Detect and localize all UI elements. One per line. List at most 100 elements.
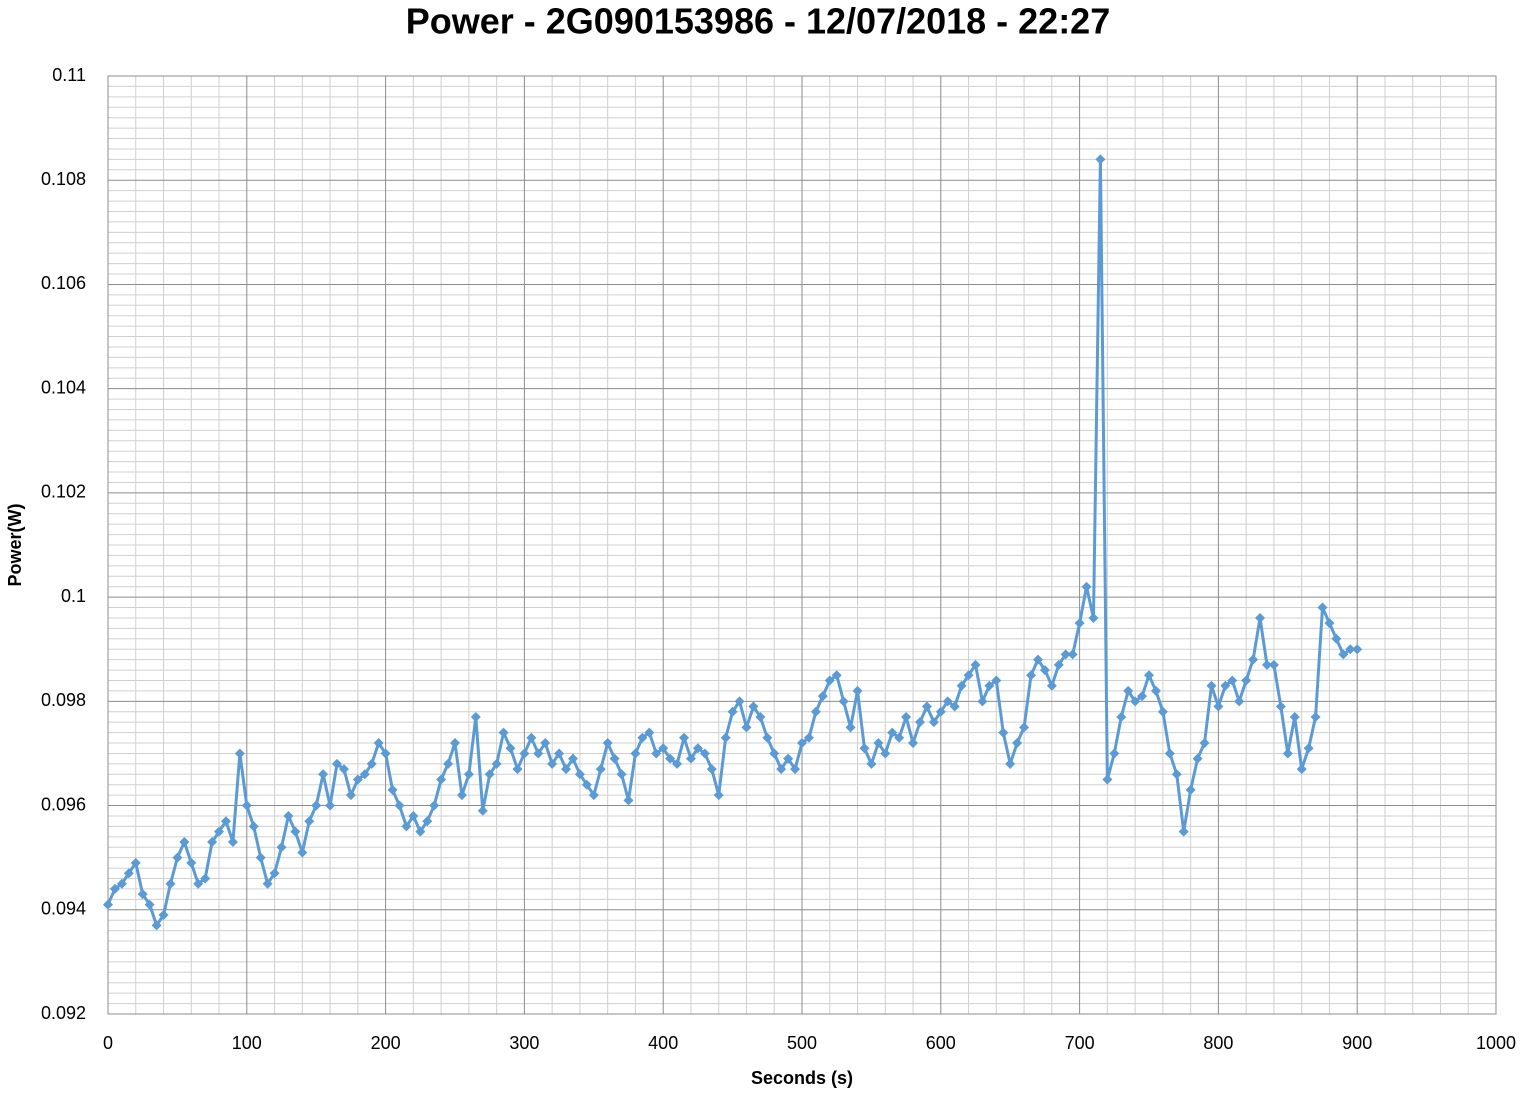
data-point <box>679 732 690 743</box>
data-point <box>699 748 710 759</box>
data-point <box>450 738 460 749</box>
data-point <box>220 816 231 827</box>
data-point <box>144 899 155 910</box>
data-point <box>276 842 287 853</box>
x-tick-label: 800 <box>1203 1033 1233 1053</box>
x-tick-label: 100 <box>232 1033 262 1053</box>
data-point <box>498 727 509 738</box>
data-point <box>172 852 183 863</box>
data-point <box>1039 665 1050 676</box>
data-point <box>234 748 245 759</box>
data-point <box>387 784 398 795</box>
data-point <box>1081 581 1092 592</box>
data-point <box>207 837 218 848</box>
data-point <box>318 769 329 780</box>
data-point <box>456 790 467 801</box>
data-point <box>269 868 280 879</box>
data-point <box>1150 685 1161 696</box>
data-point <box>484 769 495 780</box>
data-point <box>214 826 225 837</box>
data-point <box>991 675 1002 686</box>
data-point <box>790 764 801 775</box>
data-point <box>942 696 953 707</box>
x-tick-label: 1000 <box>1476 1033 1516 1053</box>
data-point <box>762 732 773 743</box>
data-point <box>311 800 322 811</box>
data-point <box>859 743 870 754</box>
data-point <box>1275 701 1286 712</box>
data-point <box>817 691 828 702</box>
data-point <box>325 800 336 811</box>
data-point <box>1137 691 1148 702</box>
data-point <box>380 748 391 759</box>
data-point <box>366 758 377 769</box>
data-point <box>595 764 606 775</box>
data-point <box>1268 659 1279 670</box>
data-point <box>797 738 807 749</box>
data-point <box>949 701 960 712</box>
data-point <box>901 711 912 722</box>
data-point <box>637 732 648 743</box>
data-point <box>692 743 703 754</box>
data-point <box>672 758 683 769</box>
data-point <box>873 738 884 749</box>
data-point <box>1234 696 1245 707</box>
data-point <box>1199 738 1210 749</box>
data-point <box>845 722 856 733</box>
data-point <box>574 769 585 780</box>
data-point <box>866 758 877 769</box>
y-tick-label: 0.104 <box>41 377 86 397</box>
x-axis-title: Seconds (s) <box>751 1068 853 1088</box>
data-point <box>1060 649 1071 660</box>
data-point <box>561 764 572 775</box>
data-point <box>630 748 641 759</box>
data-point <box>248 821 259 832</box>
data-point <box>567 753 578 764</box>
y-tick-label: 0.098 <box>41 690 86 710</box>
data-point <box>1206 680 1217 691</box>
data-point <box>921 701 932 712</box>
data-point <box>408 810 419 821</box>
data-point <box>338 764 349 775</box>
data-point <box>1303 743 1314 754</box>
x-tick-label: 400 <box>648 1033 678 1053</box>
data-point <box>1241 675 1252 686</box>
data-point <box>463 769 474 780</box>
data-point <box>887 727 898 738</box>
y-tick-label: 0.094 <box>41 899 86 919</box>
data-point <box>713 790 724 801</box>
data-point <box>255 852 266 863</box>
x-tick-label: 500 <box>787 1033 817 1053</box>
plot-border <box>107 75 1497 1015</box>
data-point <box>984 680 995 691</box>
data-point <box>1352 644 1363 655</box>
data-point <box>1338 649 1349 660</box>
data-point <box>977 696 988 707</box>
data-point <box>685 753 696 764</box>
data-point <box>1032 654 1043 665</box>
data-point <box>998 727 1009 738</box>
data-point <box>1123 685 1134 696</box>
data-point <box>116 878 127 889</box>
data-point <box>443 758 454 769</box>
data-point <box>352 774 363 785</box>
data-point <box>1053 659 1064 670</box>
data-point <box>852 685 863 696</box>
data-point <box>1012 738 1023 749</box>
data-point <box>262 878 273 889</box>
x-tick-label: 600 <box>926 1033 956 1053</box>
data-point <box>581 779 592 790</box>
data-point <box>1261 659 1272 670</box>
x-tick-label: 700 <box>1065 1033 1095 1053</box>
data-point <box>894 732 905 743</box>
data-point <box>644 727 655 738</box>
data-point <box>914 717 925 728</box>
data-point <box>810 706 821 717</box>
data-point <box>477 805 488 816</box>
data-point <box>505 743 516 754</box>
data-point <box>1026 670 1037 681</box>
x-tick-label: 900 <box>1342 1033 1372 1053</box>
data-point <box>1046 680 1057 691</box>
data-point <box>1088 612 1099 623</box>
